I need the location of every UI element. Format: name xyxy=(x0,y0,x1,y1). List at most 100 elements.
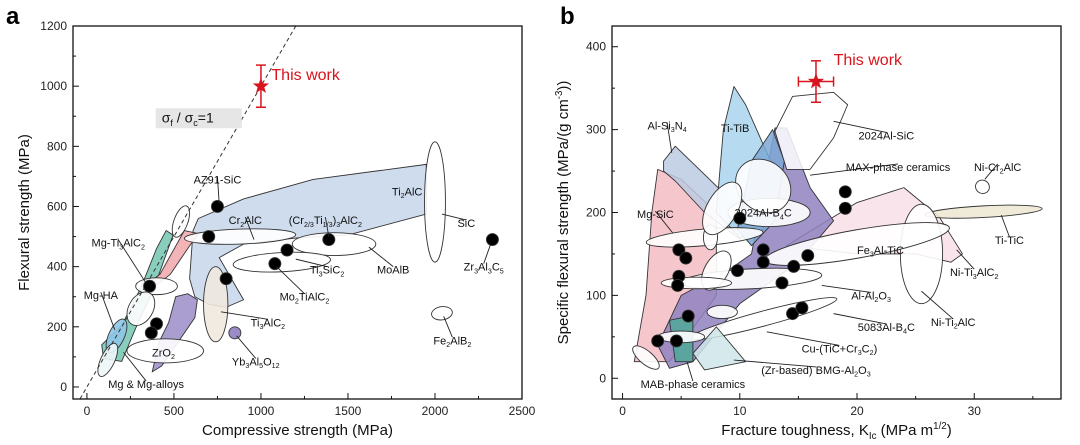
leader-line xyxy=(368,246,394,268)
leader-line xyxy=(276,266,305,295)
material-label: 2024Al-SiC xyxy=(859,130,915,142)
leader-line xyxy=(100,292,116,330)
data-point xyxy=(756,255,770,269)
data-point xyxy=(786,307,799,321)
material-label: SiC xyxy=(457,218,475,230)
leader-line xyxy=(123,352,147,382)
ratio-label: σf​ / σc​=1 xyxy=(162,109,214,128)
material-ellipse xyxy=(975,179,990,194)
plot-area xyxy=(79,26,499,399)
material-label: Ni-Ti3​AlC2​ xyxy=(950,267,999,281)
material-label: Yb3​Al5​O12​ xyxy=(232,356,280,370)
leader-line xyxy=(833,120,887,133)
material-label: Mg-Ti3​AlC2​ xyxy=(92,238,145,252)
data-point xyxy=(280,243,294,257)
x-tick-label: 2500 xyxy=(509,404,536,418)
data-point xyxy=(670,334,683,348)
leader-line xyxy=(216,176,220,204)
leader-line xyxy=(443,316,453,338)
data-point xyxy=(671,278,685,292)
panel-b-chart: Ti-TiB Al-Si3​N4​ 2024Al-SiC MAX-phase cera… xyxy=(554,3,1062,442)
data-point xyxy=(795,301,809,315)
material-ellipse xyxy=(291,232,377,256)
leader-line xyxy=(921,290,954,320)
y-tick-label: 100 xyxy=(586,288,606,302)
y-axis-label: Flexural strength (MPa) xyxy=(16,134,33,291)
plot-frame xyxy=(72,25,523,400)
material-label: Mg-SiC xyxy=(637,209,674,221)
leader-line xyxy=(821,284,872,293)
material-ellipse xyxy=(203,266,229,343)
x-tick-label: 0 xyxy=(619,404,626,418)
leader-line xyxy=(441,213,467,221)
material-label: ZrO2​ xyxy=(152,347,175,361)
data-point xyxy=(801,249,815,263)
x-tick-label: 1500 xyxy=(335,404,362,418)
data-point xyxy=(228,326,242,340)
material-label: Mg & Mg-alloys xyxy=(108,379,184,391)
material-label: Ti3​SiC2​ xyxy=(310,265,344,279)
x-tick-label: 30 xyxy=(968,404,982,418)
material-label: MAX-phase ceramics xyxy=(846,162,951,174)
y-tick-label: 200 xyxy=(47,320,67,334)
material-label: Ti-TiC xyxy=(995,235,1024,247)
leader-line xyxy=(244,216,255,240)
data-point xyxy=(219,272,233,286)
y-tick-label: 400 xyxy=(47,260,67,274)
data-point xyxy=(210,200,224,213)
material-label: Fe2​AlB2​ xyxy=(433,335,471,349)
data-point xyxy=(838,201,852,215)
data-point xyxy=(268,257,282,271)
data-point xyxy=(733,211,747,225)
y-tick-label: 200 xyxy=(586,206,606,220)
y-tick-label: 300 xyxy=(586,123,606,137)
data-point xyxy=(775,276,789,290)
material-label: Zr3​Al3​C5​ xyxy=(464,262,504,276)
y-tick-label: 0 xyxy=(599,371,606,385)
material-label: (Cr2/3​Ti1/3​)3​AlC2​ xyxy=(289,215,362,229)
material-ellipse xyxy=(126,338,204,364)
material-label: Mg-HA xyxy=(84,290,119,302)
x-tick-label: 1000 xyxy=(248,404,275,418)
data-point xyxy=(787,259,801,273)
y-tick-label: 600 xyxy=(47,199,67,213)
material-ellipse xyxy=(126,291,156,326)
data-point xyxy=(144,326,158,340)
leader-line xyxy=(810,163,899,176)
material-label: Ni-Cr2​AlC xyxy=(974,162,1021,176)
data-point xyxy=(651,334,665,348)
leader-line xyxy=(324,216,330,237)
leader-line xyxy=(655,210,674,234)
material-region xyxy=(774,91,849,170)
data-point xyxy=(202,230,216,244)
panel-letter: a xyxy=(6,3,20,30)
data-point xyxy=(681,309,695,323)
leader-line xyxy=(984,163,999,180)
x-tick-label: 0 xyxy=(84,404,91,418)
material-label: 5083Al-B4​C xyxy=(858,322,915,336)
x-tick-label: 500 xyxy=(164,404,184,418)
x-tick-label: 20 xyxy=(850,404,864,418)
material-label: Cr2​AlC xyxy=(229,215,262,229)
leader-line xyxy=(833,313,887,325)
material-label: Ti2​AlC xyxy=(392,186,423,200)
material-region xyxy=(692,326,747,371)
material-label: (Zr-based) BMG-Al2​O3​ xyxy=(761,365,870,379)
material-ellipse xyxy=(431,306,453,321)
material-label: Fe3​Al-TiC xyxy=(857,245,904,259)
material-label: Cu-(TiC+Cr3​C2​) xyxy=(802,343,878,357)
data-point xyxy=(730,264,744,277)
data-point xyxy=(143,279,157,293)
material-label: 2024Al-B4​C xyxy=(735,208,792,222)
data-point xyxy=(756,243,770,257)
material-ellipse xyxy=(924,204,1043,219)
x-tick-label: 10 xyxy=(733,404,747,418)
material-ellipse xyxy=(706,304,738,320)
this-work-star-icon xyxy=(252,77,270,94)
data-point xyxy=(679,251,693,265)
leader-line xyxy=(295,258,328,268)
material-ellipse xyxy=(97,342,119,377)
material-label: MAB-phase ceramics xyxy=(641,379,746,391)
material-label: Mo2​TiAlC2​ xyxy=(280,292,330,306)
